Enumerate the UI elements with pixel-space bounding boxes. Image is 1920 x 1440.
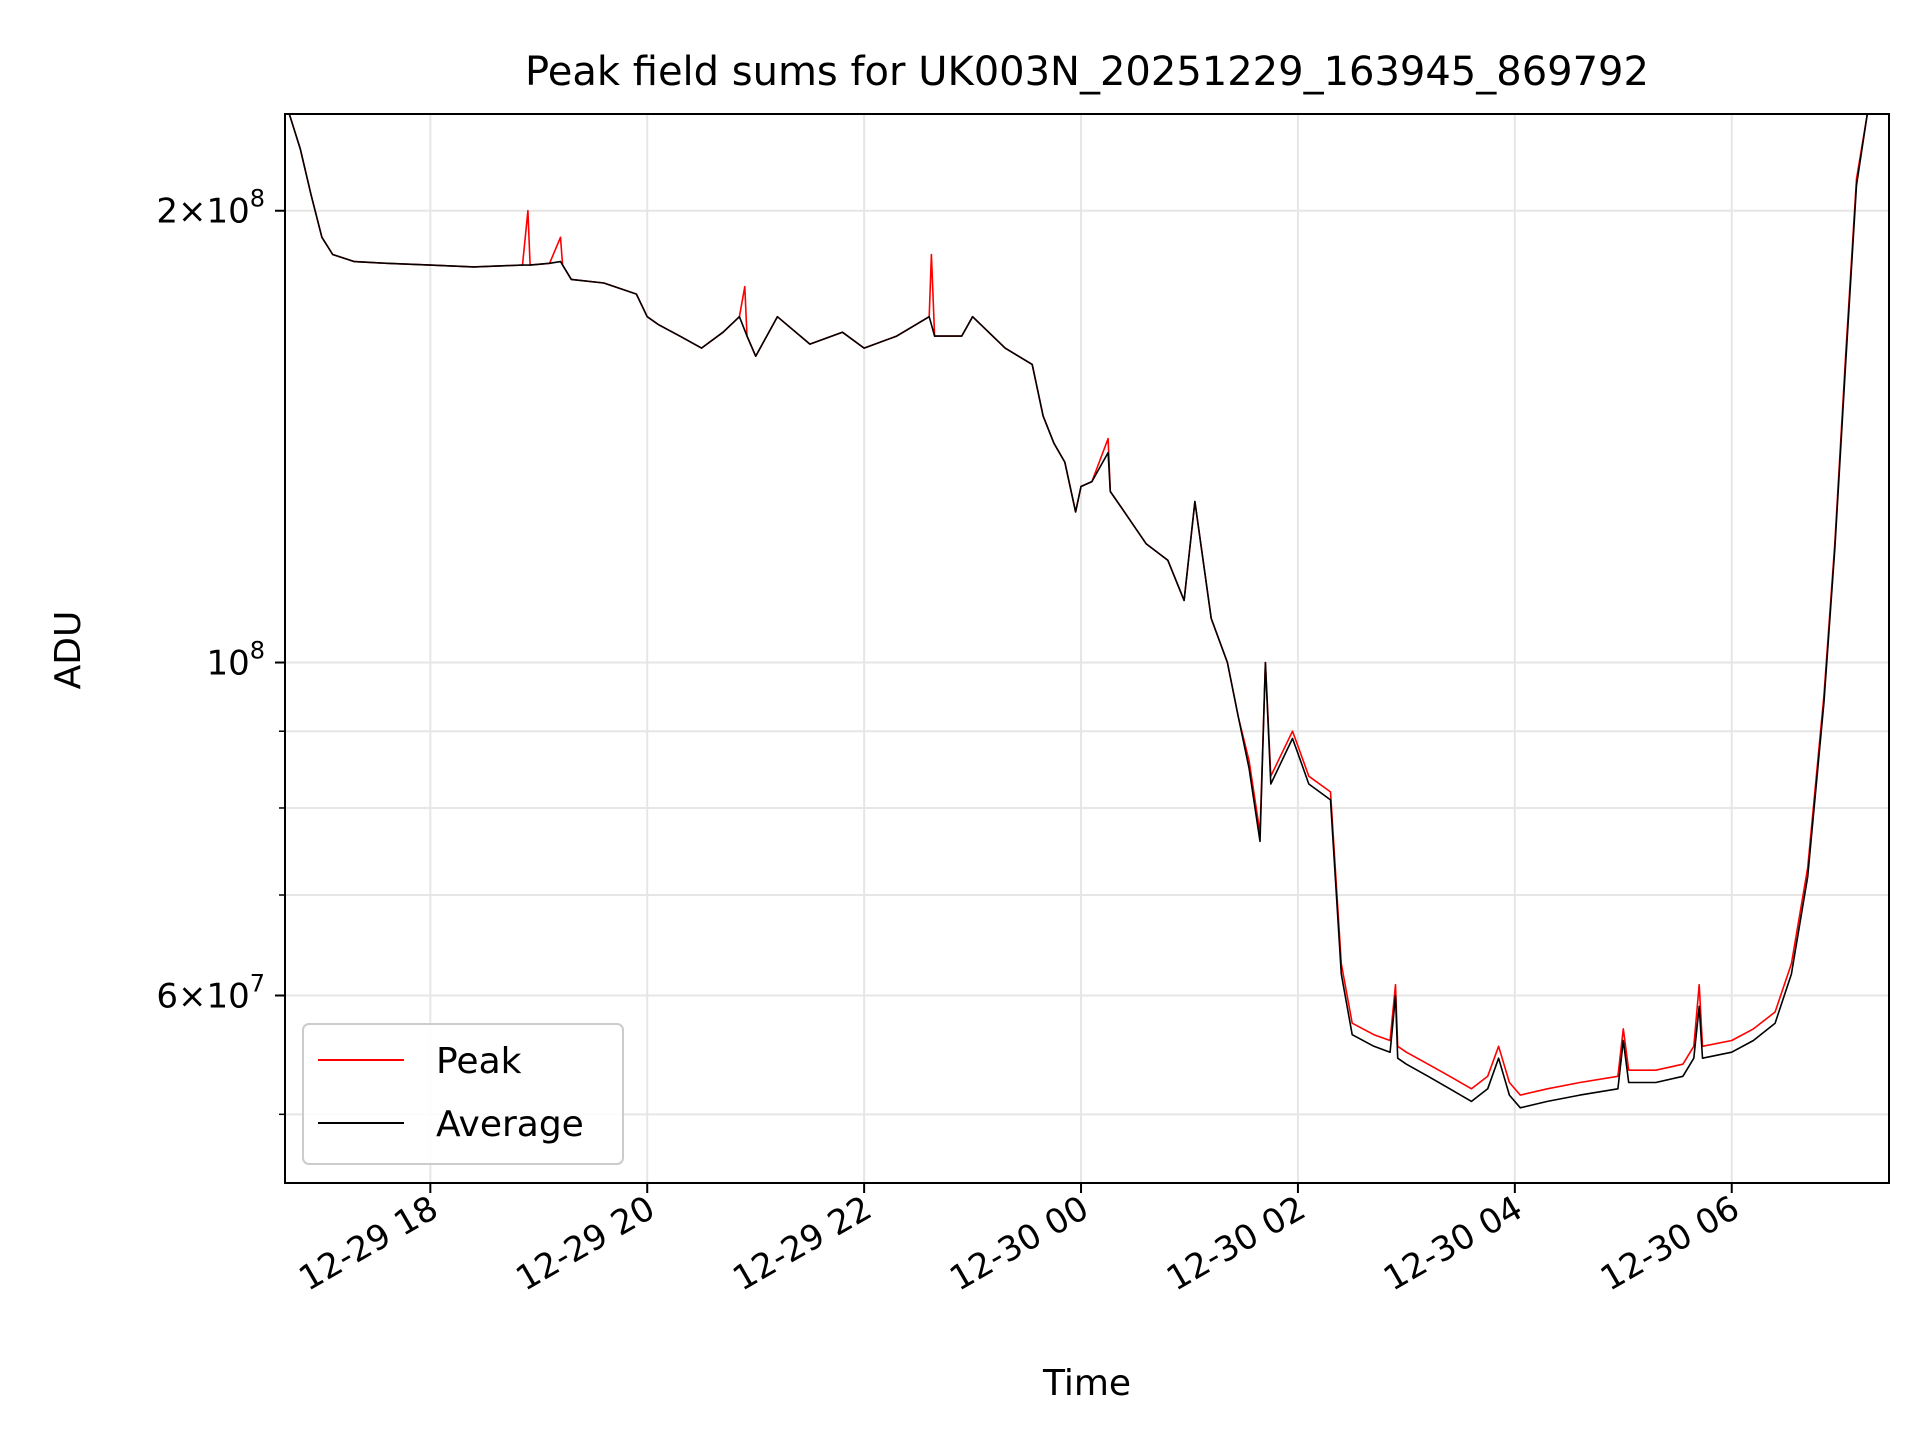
legend-label-average: Average xyxy=(436,1104,584,1145)
y-tick-label: 6×107 xyxy=(156,969,265,1016)
y-tick-label: 108 xyxy=(206,637,265,684)
legend-label-peak: Peak xyxy=(436,1041,522,1082)
y-tick-label: 2×108 xyxy=(156,185,265,232)
grid-lines xyxy=(285,114,1889,1183)
chart-title: Peak field sums for UK003N_20251229_1639… xyxy=(525,49,1649,95)
x-axis-label: Time xyxy=(1042,1363,1131,1404)
y-axis-label: ADU xyxy=(48,611,89,690)
plot-area-frame xyxy=(284,113,1890,1184)
series-lines xyxy=(288,114,1869,1109)
y-axis-ticks: 2×108 108 6×107 xyxy=(156,185,285,1116)
series-line-average xyxy=(288,114,1869,1109)
legend: Peak Average xyxy=(302,1023,624,1165)
